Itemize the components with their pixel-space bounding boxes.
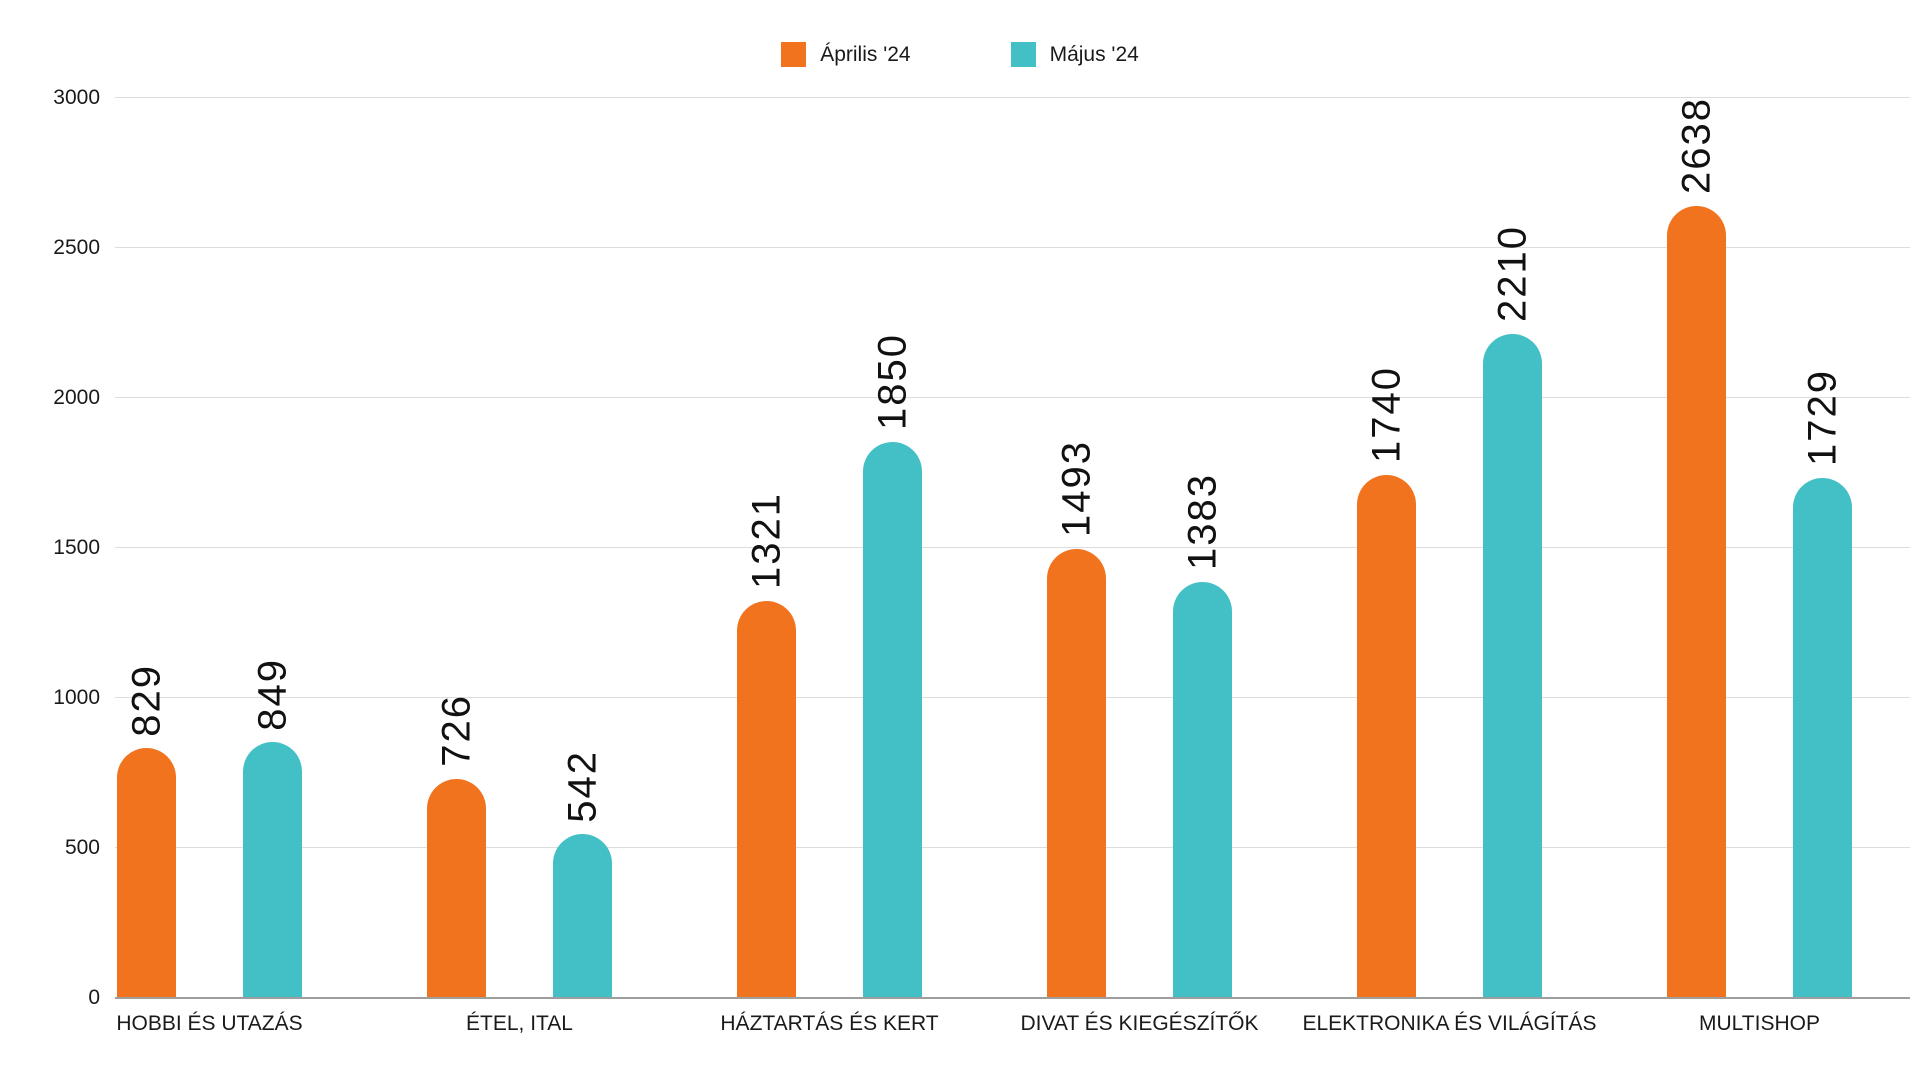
gridline — [115, 397, 1910, 398]
chart-legend: Április '24 Május '24 — [0, 42, 1920, 67]
bar-value-label: 1321 — [744, 491, 788, 589]
gridline — [115, 847, 1910, 848]
bar-may-3 — [1173, 582, 1232, 997]
x-axis-category-label: ÉTEL, ITAL — [466, 1012, 573, 1035]
y-axis-tick-label: 1500 — [53, 536, 100, 559]
x-axis-category-label: HÁZTARTÁS ÉS KERT — [720, 1012, 939, 1035]
bar-value-label: 1850 — [870, 333, 914, 430]
bar-may-1 — [553, 834, 612, 997]
legend-label-april: Április '24 — [820, 42, 911, 66]
bar-value-label: 849 — [250, 657, 294, 731]
y-axis-tick-label: 2500 — [53, 236, 100, 259]
y-axis-tick-label: 2000 — [53, 386, 100, 409]
y-axis-tick-label: 0 — [88, 986, 100, 1009]
bar-april-2 — [737, 600, 796, 997]
x-axis-baseline — [115, 997, 1910, 999]
y-axis-tick-label: 500 — [64, 836, 100, 859]
legend-swatch-may-icon — [1010, 42, 1036, 67]
gridline — [115, 547, 1910, 548]
legend-item-april: Április '24 — [781, 42, 911, 67]
bar-value-label: 726 — [434, 694, 478, 768]
bar-may-2 — [863, 442, 922, 997]
bar-value-label: 2638 — [1674, 96, 1718, 194]
gridline — [115, 697, 1910, 698]
x-axis-category-label: DIVAT ÉS KIEGÉSZÍTŐK — [1020, 1012, 1259, 1035]
bar-value-label: 1729 — [1800, 369, 1844, 467]
x-axis-category-label: MULTISHOP — [1699, 1012, 1820, 1035]
bar-value-label: 1493 — [1054, 440, 1098, 538]
bar-april-0 — [117, 748, 176, 997]
bar-may-4 — [1483, 334, 1542, 997]
x-axis-category-label: HOBBI ÉS UTAZÁS — [116, 1012, 303, 1035]
gridline — [115, 247, 1910, 248]
bar-value-label: 1740 — [1364, 366, 1408, 463]
bar-april-4 — [1357, 475, 1416, 997]
bar-april-5 — [1667, 205, 1726, 997]
bar-may-5 — [1793, 478, 1852, 997]
bar-april-1 — [427, 779, 486, 997]
bar-april-3 — [1047, 549, 1106, 997]
legend-item-may: Május '24 — [1010, 42, 1139, 67]
bar-may-0 — [243, 742, 302, 997]
legend-label-may: Május '24 — [1049, 42, 1139, 66]
bar-value-label: 542 — [560, 749, 604, 823]
gridline — [115, 97, 1910, 98]
y-axis-tick-label: 1000 — [53, 686, 100, 709]
bar-value-label: 829 — [124, 663, 168, 737]
bar-value-label: 2210 — [1490, 225, 1534, 322]
x-axis-category-label: ELEKTRONIKA ÉS VILÁGÍTÁS — [1302, 1012, 1597, 1035]
legend-swatch-april-icon — [781, 42, 807, 67]
bar-value-label: 1383 — [1180, 473, 1224, 571]
y-axis-tick-label: 3000 — [53, 86, 100, 109]
